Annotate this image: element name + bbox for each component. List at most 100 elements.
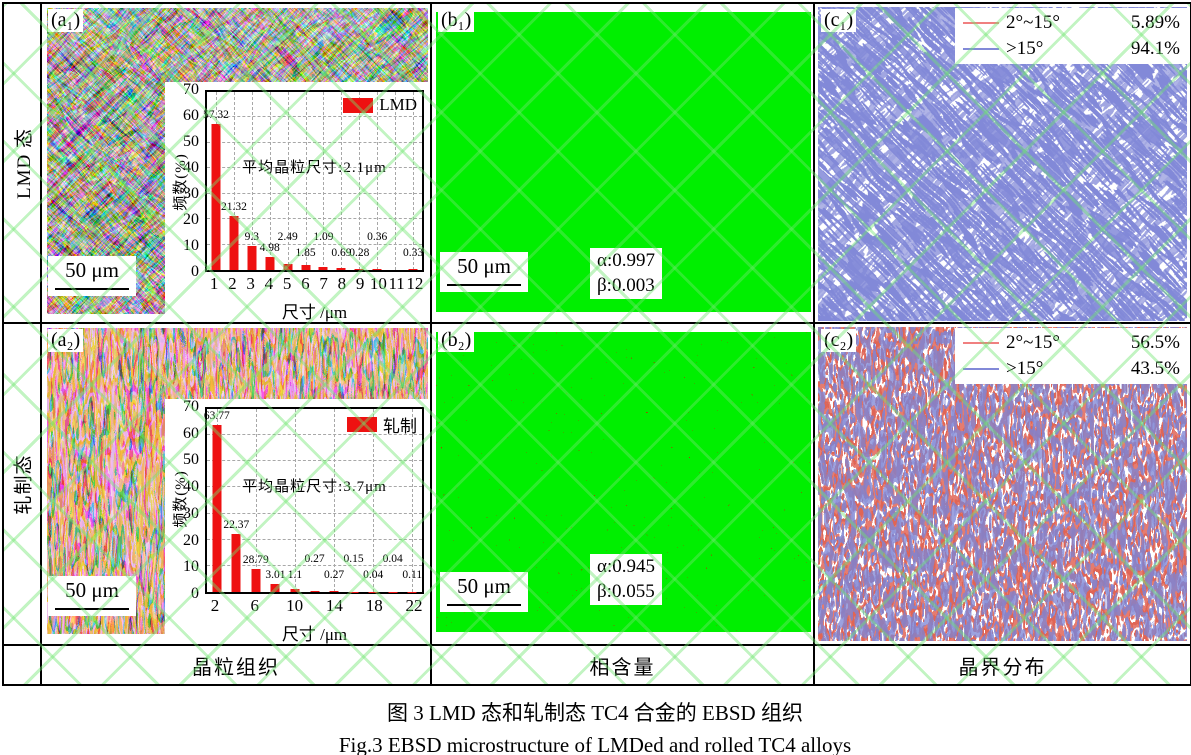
- bar-value-label: 0.11: [402, 569, 423, 581]
- legend-value: 94.1%: [1130, 38, 1180, 59]
- chart-xlabel: 尺寸 /μm: [281, 303, 348, 322]
- bar-value-label: 2.49: [277, 231, 298, 243]
- bar: [265, 257, 275, 270]
- boundary-legend-c1: 2°~15° 5.89% >15° 94.1%: [955, 8, 1188, 64]
- legend-row: 2°~15° 56.5%: [963, 332, 1180, 354]
- y-tick-label: 40: [183, 159, 199, 176]
- v-gridline: [255, 409, 257, 592]
- panel-tag-b1: (b₁): [438, 9, 475, 32]
- bar-value-label: 0.33: [402, 247, 424, 259]
- h-gridline: [207, 512, 422, 514]
- bar: [231, 533, 241, 592]
- bar: [212, 425, 222, 592]
- legend-label: 2°~15°: [1006, 332, 1060, 353]
- scale-bar-label: 50 μm: [457, 254, 511, 278]
- bar: [408, 269, 418, 270]
- x-tick-label: 6: [301, 274, 310, 293]
- scale-bar-label: 50 μm: [65, 578, 119, 602]
- legend-value: 5.89%: [1130, 12, 1180, 33]
- y-tick-label: 70: [183, 81, 199, 98]
- y-tick-label: 0: [191, 263, 199, 280]
- y-tick-label: 40: [183, 478, 199, 496]
- scale-bar-b1: 50 μm: [440, 252, 528, 292]
- bar-value-label: 1.1: [287, 569, 303, 581]
- legend-swatch: [347, 417, 377, 432]
- x-tick-label: 10: [286, 596, 304, 615]
- chart-xlabel: 尺寸 /μm: [281, 625, 348, 644]
- v-gridline: [269, 92, 271, 270]
- scale-bar-line: [447, 604, 521, 606]
- v-gridline: [413, 92, 415, 270]
- x-tick-label: 4: [264, 274, 274, 293]
- x-tick-label: 5: [282, 274, 292, 293]
- legend-line-blue: [963, 368, 999, 370]
- h-gridline: [207, 167, 422, 169]
- panel-c2: (c₂) 2°~15° 56.5% >15° 43.5%: [815, 324, 1190, 646]
- x-tick-label: 14: [325, 596, 343, 615]
- v-gridline: [323, 92, 325, 270]
- row-label-lmd: LMD 态: [13, 127, 35, 199]
- chart-annotation: 平均晶粒尺寸:3.7μm: [242, 478, 387, 495]
- x-tick-label: 11: [388, 274, 405, 293]
- y-tick-label: 70: [183, 398, 199, 415]
- y-tick-label: 60: [183, 107, 199, 124]
- y-tick-label: 50: [183, 451, 199, 469]
- x-tick-label: 12: [406, 274, 424, 293]
- y-tick-label: 60: [183, 424, 199, 442]
- chart-legend: LMD: [343, 95, 417, 115]
- bar-value-label: 28.79: [242, 554, 269, 567]
- legend-row: 2°~15° 5.89%: [963, 12, 1180, 34]
- bar-value-label: 0.28: [349, 247, 370, 259]
- chart-legend: 轧制: [347, 412, 417, 437]
- bar-value-label: 9.3: [244, 231, 259, 244]
- chart-x-axis: 2 6 10 14 18 22: [205, 596, 424, 618]
- h-gridline: [207, 486, 422, 488]
- panel-tag-c2: (c₂): [821, 329, 857, 352]
- row-label-cell-lmd: LMD 态: [4, 4, 42, 324]
- row-label-cell-rolled: 轧制态: [4, 324, 42, 646]
- x-tick-label: 22: [405, 596, 423, 615]
- bar: [336, 268, 346, 270]
- bar-value-label: 3.01: [265, 569, 286, 581]
- h-gridline: [207, 218, 422, 220]
- h-gridline: [207, 460, 422, 462]
- v-gridline: [359, 92, 361, 270]
- bar-value-label: 0.27: [323, 569, 345, 581]
- phase-fraction-b1: α:0.997 β:0.003: [590, 248, 662, 300]
- legend-label: 轧制: [383, 417, 417, 436]
- x-tick-label: 2: [210, 596, 220, 615]
- col-header-grain-structure: 晶粒组织: [42, 646, 432, 684]
- caption-chinese: 图 3 LMD 态和轧制态 TC4 合金的 EBSD 组织: [387, 701, 803, 725]
- bar-value-label: 63.77: [203, 410, 230, 423]
- x-tick-label: 8: [337, 274, 347, 293]
- bar-value-label: 57.32: [203, 109, 229, 122]
- alpha-fraction: α:0.997: [597, 250, 655, 271]
- row-label-rolled: 轧制态: [13, 453, 35, 515]
- v-gridline: [294, 409, 296, 592]
- y-tick-label: 50: [183, 133, 199, 150]
- bar-value-label: 0.04: [363, 569, 384, 581]
- h-gridline: [207, 538, 422, 540]
- scale-bar-line: [55, 608, 129, 610]
- scale-bar-b2: 50 μm: [440, 572, 528, 612]
- legend-label: 2°~15°: [1006, 12, 1060, 33]
- bar: [301, 265, 311, 270]
- y-tick-label: 10: [183, 237, 199, 254]
- legend-label: LMD: [379, 95, 417, 114]
- bar-value-label: 0.15: [343, 553, 364, 565]
- x-tick-label: 6: [250, 596, 260, 615]
- panel-c1: (c₁) 2°~15° 5.89% >15° 94.1%: [815, 4, 1190, 324]
- chart-y-axis: 0 10 20 30 40 50 60 70: [165, 81, 202, 280]
- bar: [283, 263, 293, 270]
- y-tick-label: 0: [191, 585, 199, 602]
- header-spacer-cell: [4, 646, 42, 684]
- bar: [251, 569, 261, 592]
- chart-plot-area: 轧制 平均晶粒尺寸:3.7μm 63.77 22.37 28.79 3.01 1.1 0.…: [203, 407, 424, 594]
- y-tick-label: 30: [183, 504, 199, 522]
- v-gridline: [341, 92, 343, 270]
- chart-x-axis: 1 2 3 4 5 6 7 8 9 10 11 12: [205, 274, 424, 296]
- beta-fraction: β:0.055: [597, 580, 655, 602]
- bar: [270, 584, 280, 592]
- figure-captions: 图 3 LMD 态和轧制态 TC4 合金的 EBSD 组织 Fig.3 EBSD…: [0, 698, 1190, 755]
- h-gridline: [207, 141, 422, 143]
